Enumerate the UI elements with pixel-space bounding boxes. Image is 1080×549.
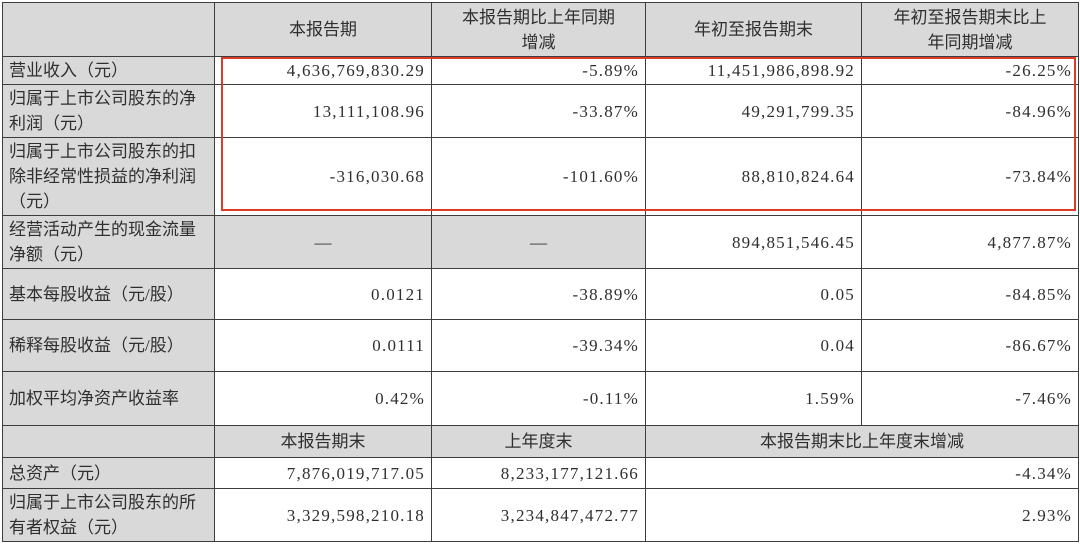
cell-ytd-change: -84.85% [861,268,1079,320]
header-ytd-vs-prior-year-label: 年初至报告期末比上年同期增减 [893,7,1047,52]
table-header-row-2: 本报告期末 上年度末 本报告期末比上年度末增减 [2,425,1079,458]
cell-current-change: -101.60% [431,137,646,216]
cell-ytd-change: -86.67% [861,319,1079,372]
row-label: 总资产（元） [2,457,215,489]
cell-ytd: 88,810,824.64 [645,137,862,216]
table-header-row-1: 本报告期 本报告期比上年同期增减 年初至报告期末 年初至报告期末比上年同期增减 [2,2,1079,57]
cell-current-period-dash: — [214,215,432,269]
cell-ytd: 0.05 [645,268,862,320]
cell-period-end: 7,876,019,717.05 [214,457,432,489]
table-row-net-profit-excl-nonrecurring: 归属于上市公司股东的扣除非经常性损益的净利润（元） -316,030.68 -1… [2,137,1079,216]
header-ytd: 年初至报告期末 [645,2,862,57]
cell-period-end: 3,329,598,210.18 [214,488,432,542]
header-current-vs-prior-year-label: 本报告期比上年同期增减 [462,7,615,52]
table-row-basic-eps: 基本每股收益（元/股） 0.0121 -38.89% 0.05 -84.85% [2,268,1079,320]
cell-current-change: -38.89% [431,268,646,320]
table-row-diluted-eps: 稀释每股收益（元/股） 0.0111 -39.34% 0.04 -86.67% [2,319,1079,372]
table-row-operating-cash-flow: 经营活动产生的现金流量净额（元） — — 894,851,546.45 4,87… [2,215,1079,269]
header-corner-cell [2,2,215,57]
header2-corner-cell [2,425,215,458]
cell-ytd-change: -26.25% [861,56,1079,85]
cell-ytd: 49,291,799.35 [645,84,862,138]
cell-current-period: -316,030.68 [214,137,432,216]
row-label: 加权平均净资产收益率 [2,371,215,426]
cell-current-period: 0.42% [214,371,432,426]
cell-period-end-change: -4.34% [645,457,1079,489]
cell-ytd: 0.04 [645,319,862,372]
table-row-shareholders-equity: 归属于上市公司股东的所有者权益（元） 3,329,598,210.18 3,23… [2,488,1079,542]
row-label: 归属于上市公司股东的所有者权益（元） [2,488,215,542]
cell-current-change: -0.11% [431,371,646,426]
cell-ytd: 894,851,546.45 [645,215,862,269]
cell-current-period: 4,636,769,830.29 [214,56,432,85]
table-row-total-assets: 总资产（元） 7,876,019,717.05 8,233,177,121.66… [2,457,1079,489]
header-prior-year-end: 上年度末 [431,425,646,458]
cell-current-change-dash: — [431,215,646,269]
header-current-vs-prior-year: 本报告期比上年同期增减 [431,2,646,57]
cell-current-change: -33.87% [431,84,646,138]
header-period-end: 本报告期末 [214,425,432,458]
row-label: 稀释每股收益（元/股） [2,319,215,372]
header-current-period: 本报告期 [214,2,432,57]
row-label: 归属于上市公司股东的净利润（元） [2,84,215,138]
cell-ytd-change: -73.84% [861,137,1079,216]
cell-prior-year-end: 3,234,847,472.77 [431,488,646,542]
cell-current-change: -39.34% [431,319,646,372]
row-label: 营业收入（元） [2,56,215,85]
cell-ytd-change: -84.96% [861,84,1079,138]
header-period-end-vs-prior-year-end: 本报告期末比上年度末增减 [645,425,1079,458]
cell-current-period: 0.0111 [214,319,432,372]
cell-current-period: 0.0121 [214,268,432,320]
cell-ytd: 1.59% [645,371,862,426]
cell-period-end-change: 2.93% [645,488,1079,542]
cell-ytd-change: 4,877.87% [861,215,1079,269]
cell-ytd-change: -7.46% [861,371,1079,426]
table-row-net-profit: 归属于上市公司股东的净利润（元） 13,111,108.96 -33.87% 4… [2,84,1079,138]
header-ytd-vs-prior-year: 年初至报告期末比上年同期增减 [861,2,1079,57]
cell-ytd: 11,451,986,898.92 [645,56,862,85]
row-label: 归属于上市公司股东的扣除非经常性损益的净利润（元） [2,137,215,216]
row-label: 基本每股收益（元/股） [2,268,215,320]
cell-current-period: 13,111,108.96 [214,84,432,138]
cell-current-change: -5.89% [431,56,646,85]
table-row-operating-revenue: 营业收入（元） 4,636,769,830.29 -5.89% 11,451,9… [2,56,1079,85]
cell-prior-year-end: 8,233,177,121.66 [431,457,646,489]
table-row-weighted-avg-roe: 加权平均净资产收益率 0.42% -0.11% 1.59% -7.46% [2,371,1079,426]
row-label: 经营活动产生的现金流量净额（元） [2,215,215,269]
